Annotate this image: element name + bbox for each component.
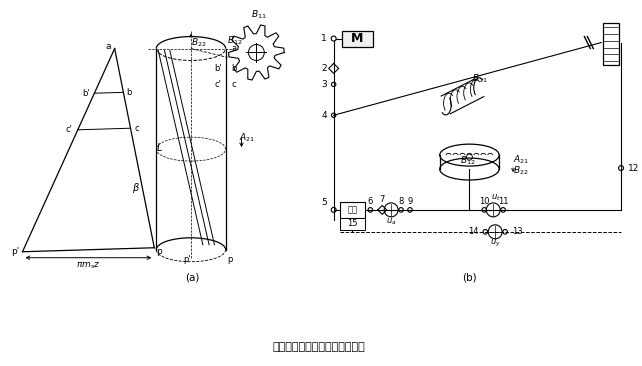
Text: $u_y$: $u_y$ xyxy=(490,238,501,249)
Text: c': c' xyxy=(215,80,221,89)
Text: 8: 8 xyxy=(399,197,404,206)
Text: 3: 3 xyxy=(321,80,327,89)
Text: 11: 11 xyxy=(498,197,508,206)
Text: 7: 7 xyxy=(379,195,385,205)
Text: $B_{22}$: $B_{22}$ xyxy=(513,165,529,177)
Text: (a): (a) xyxy=(185,273,199,283)
Text: $B_{12}$: $B_{12}$ xyxy=(227,34,243,47)
Text: 10: 10 xyxy=(479,197,490,206)
Text: 15: 15 xyxy=(347,219,358,228)
Text: a: a xyxy=(106,42,112,51)
Text: b: b xyxy=(232,64,237,73)
Text: $B_{22}$: $B_{22}$ xyxy=(191,36,207,49)
Text: $A_{21}$: $A_{21}$ xyxy=(239,132,256,145)
Text: $u_a$: $u_a$ xyxy=(386,217,396,227)
Text: 4: 4 xyxy=(321,111,327,120)
Text: 13: 13 xyxy=(512,227,523,236)
Text: 9: 9 xyxy=(407,197,413,206)
Text: 14: 14 xyxy=(468,227,478,236)
Text: $\pi m_{\rm s}z$: $\pi m_{\rm s}z$ xyxy=(76,261,100,271)
Text: c: c xyxy=(134,124,139,133)
Text: 12: 12 xyxy=(628,164,639,172)
Bar xyxy=(603,23,619,66)
Text: L: L xyxy=(157,143,162,153)
Text: $B_{12}$: $B_{12}$ xyxy=(460,155,475,167)
Text: p': p' xyxy=(12,247,20,256)
Text: p': p' xyxy=(183,255,191,264)
Text: c: c xyxy=(232,80,236,89)
Text: c': c' xyxy=(65,125,73,134)
Text: b': b' xyxy=(83,89,91,98)
Text: a: a xyxy=(232,44,237,53)
Text: $A_{21}$: $A_{21}$ xyxy=(513,154,529,166)
Text: p: p xyxy=(157,247,162,256)
Text: 合成: 合成 xyxy=(347,205,358,214)
Bar xyxy=(342,31,373,46)
Text: $u_t$: $u_t$ xyxy=(491,193,501,203)
Text: 2: 2 xyxy=(321,64,327,73)
Text: M: M xyxy=(351,32,363,45)
Bar xyxy=(340,218,365,230)
Text: $\beta$: $\beta$ xyxy=(132,181,141,195)
Text: (b): (b) xyxy=(462,273,477,283)
Text: 6: 6 xyxy=(368,197,373,206)
Text: b: b xyxy=(126,88,132,97)
Text: $B_{11}$: $B_{11}$ xyxy=(473,72,488,85)
Text: b': b' xyxy=(214,64,221,73)
Text: $B_{11}$: $B_{11}$ xyxy=(250,8,266,21)
Text: 1: 1 xyxy=(321,34,327,43)
Text: 5: 5 xyxy=(321,198,327,208)
Bar xyxy=(340,202,365,218)
Text: 滚切斜齿圆柱齿轮的传动原理图: 滚切斜齿圆柱齿轮的传动原理图 xyxy=(272,342,365,352)
Text: p: p xyxy=(227,255,232,264)
